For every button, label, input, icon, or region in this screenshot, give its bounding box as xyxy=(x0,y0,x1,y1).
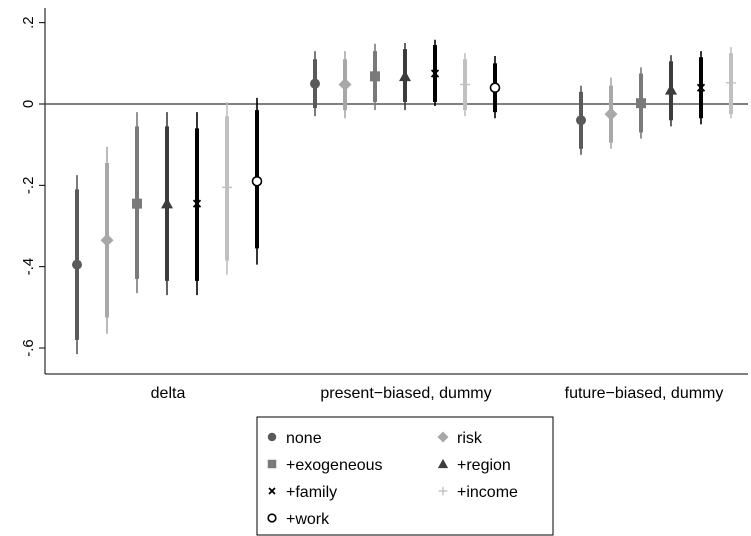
coef-point-risk xyxy=(100,146,114,334)
legend-item: +work xyxy=(267,511,330,528)
legend: none risk +exogeneous +region +family +income… xyxy=(267,430,518,528)
legend-box xyxy=(256,416,554,536)
point-estimate-marker xyxy=(399,70,411,82)
point-estimate-marker xyxy=(576,115,586,126)
coef-point-none xyxy=(72,175,82,355)
x-axis-category-labels: delta present−biased, dummy future−biased,… xyxy=(151,385,724,402)
coef-point-none xyxy=(310,51,320,117)
point-estimate-marker xyxy=(72,259,82,270)
y-tick-label: -.6 xyxy=(20,339,37,357)
coef-point-work xyxy=(251,97,263,265)
x-category-label: delta xyxy=(151,385,186,402)
legend-label: +income xyxy=(457,484,518,501)
legend-label: none xyxy=(286,430,322,447)
coef-point-region xyxy=(161,112,173,296)
coef-point-region xyxy=(399,43,411,111)
coef-point-income xyxy=(726,47,736,119)
point-estimate-marker xyxy=(726,77,736,88)
legend-marker xyxy=(267,432,277,442)
legend-label: +region xyxy=(457,457,511,474)
point-estimate-marker xyxy=(132,198,142,209)
coef-point-income xyxy=(222,101,232,275)
x-category-label: future−biased, dummy xyxy=(565,385,724,402)
point-estimate-marker xyxy=(222,182,232,193)
y-tick-label: -.4 xyxy=(20,258,37,276)
coef-point-exogeneous xyxy=(132,112,142,294)
point-estimate-marker xyxy=(489,82,501,94)
point-estimate-marker xyxy=(636,98,646,109)
legend-marker xyxy=(437,431,449,443)
legend-label: risk xyxy=(457,430,483,447)
point-estimate-marker xyxy=(100,233,114,247)
plot-area xyxy=(45,8,748,374)
y-axis-ticks: .2 0 -.2 -.4 -.6 xyxy=(20,16,45,357)
coef-point-exogeneous xyxy=(370,43,380,111)
legend-label: +work xyxy=(286,511,330,528)
point-estimate-marker xyxy=(192,199,202,208)
coef-point-region xyxy=(665,55,677,127)
point-estimate-marker xyxy=(251,175,263,187)
coef-point-family xyxy=(192,112,202,296)
point-estimate-marker xyxy=(310,78,320,89)
coef-point-exogeneous xyxy=(636,67,646,139)
legend-marker xyxy=(438,486,448,496)
legend-marker xyxy=(267,513,277,523)
point-estimate-marker xyxy=(460,79,470,90)
legend-item: +exogeneous xyxy=(267,457,383,474)
legend-marker xyxy=(437,458,449,469)
coef-point-family xyxy=(696,51,706,125)
legend-marker xyxy=(268,487,276,495)
y-tick-label: .2 xyxy=(20,16,37,29)
legend-item: risk xyxy=(437,430,483,447)
point-estimate-marker xyxy=(604,107,618,121)
point-estimate-marker xyxy=(665,83,677,95)
point-estimate-marker xyxy=(161,197,173,209)
legend-item: +region xyxy=(437,457,511,474)
x-category-label: present−biased, dummy xyxy=(320,385,491,402)
coef-point-family xyxy=(430,39,440,107)
legend-marker xyxy=(267,459,277,469)
coef-point-income xyxy=(460,53,470,117)
legend-item: +income xyxy=(438,484,518,501)
legend-label: +family xyxy=(286,484,337,501)
coef-point-work xyxy=(489,56,501,119)
legend-label: +exogeneous xyxy=(286,457,383,474)
point-estimate-marker xyxy=(696,83,706,92)
point-estimate-marker xyxy=(430,69,440,78)
legend-item: +family xyxy=(268,484,337,501)
series-marks xyxy=(72,39,736,355)
coef-point-none xyxy=(576,85,586,155)
coef-point-risk xyxy=(604,77,618,149)
point-estimate-marker xyxy=(370,71,380,82)
point-estimate-marker xyxy=(338,77,352,91)
coef-point-risk xyxy=(338,51,352,119)
y-tick-label: -.2 xyxy=(20,177,37,195)
y-tick-label: 0 xyxy=(20,100,37,108)
legend-item: none xyxy=(267,430,322,447)
